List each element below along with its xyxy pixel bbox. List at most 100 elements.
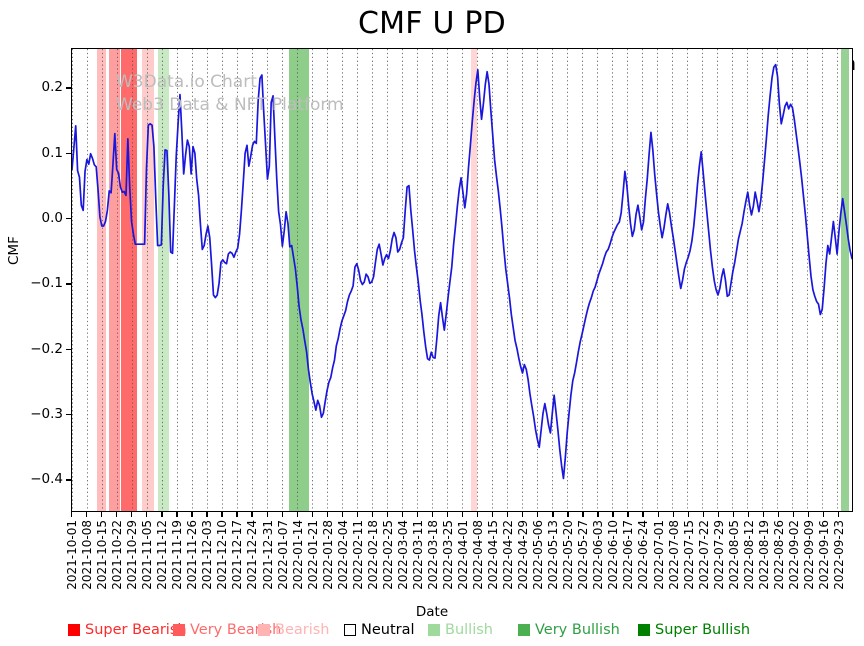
y-tick-label: −0.1	[30, 275, 63, 292]
y-tick-mark	[66, 479, 71, 481]
x-tick-label: 2022-01-14	[290, 520, 305, 590]
x-tick-label: 2022-03-04	[395, 520, 410, 590]
x-tick-label: 2022-04-29	[516, 520, 531, 590]
x-tick-mark	[612, 512, 614, 517]
x-tick-mark	[146, 512, 148, 517]
x-tick-label: 2022-07-01	[651, 520, 666, 590]
x-tick-label: 2021-12-24	[245, 520, 260, 590]
x-tick-label: 2022-03-11	[410, 520, 425, 590]
cmf-line-chart	[72, 49, 852, 511]
x-tick-mark	[567, 512, 569, 517]
y-tick-label: 0.0	[41, 209, 63, 226]
y-axis-label: CMF	[6, 236, 22, 265]
x-tick-mark	[807, 512, 810, 517]
x-tick-mark	[552, 512, 554, 517]
x-tick-mark	[176, 512, 178, 517]
legend-swatch	[258, 624, 270, 636]
x-tick-label: 2022-05-20	[561, 520, 576, 590]
x-tick-mark	[642, 512, 644, 517]
x-tick-mark	[732, 512, 734, 517]
x-tick-mark	[837, 512, 840, 517]
legend-label: Bullish	[445, 622, 493, 638]
x-tick-mark	[717, 512, 719, 517]
x-tick-label: 2022-08-05	[726, 520, 741, 590]
x-tick-mark	[71, 512, 73, 517]
x-tick-mark	[777, 512, 780, 517]
x-tick-label: 2022-07-15	[681, 520, 696, 590]
plot-area[interactable]: W3Data.io Chart Web3 Data & NFT Platform	[71, 48, 853, 512]
y-tick-label: 0.1	[41, 144, 63, 161]
x-tick-label: 2022-07-08	[666, 520, 681, 590]
x-tick-label: 2021-12-17	[230, 520, 245, 590]
x-tick-mark	[116, 512, 118, 517]
chart-title: CMF U PD	[358, 6, 506, 41]
x-tick-mark	[386, 512, 389, 517]
x-tick-label: 2022-05-06	[531, 520, 546, 590]
legend-swatch	[173, 624, 185, 636]
x-tick-label: 2022-06-24	[636, 520, 651, 590]
condition-band	[157, 49, 169, 511]
x-tick-label: 2022-03-18	[425, 520, 440, 590]
condition-band	[841, 49, 849, 511]
legend-swatch	[638, 624, 650, 636]
legend-label: Very Bullish	[535, 622, 620, 638]
legend-swatch	[344, 624, 356, 636]
legend-swatch	[518, 624, 530, 636]
x-tick-label: 2022-02-25	[380, 520, 395, 590]
x-tick-mark	[296, 512, 298, 517]
legend-item[interactable]: Neutral	[344, 618, 415, 642]
y-tick-label: −0.3	[30, 405, 63, 422]
legend-item[interactable]: Bearish	[258, 618, 330, 642]
x-tick-label: 2022-07-29	[711, 520, 726, 590]
y-tick-mark	[66, 283, 71, 285]
x-tick-label: 2021-10-01	[65, 520, 79, 590]
x-tick-label: 2022-02-18	[365, 520, 380, 590]
x-tick-label: 2021-11-26	[185, 520, 200, 590]
x-tick-mark	[627, 512, 629, 517]
legend-label: Neutral	[361, 622, 415, 638]
x-tick-mark	[446, 512, 449, 517]
gridlines	[72, 49, 838, 511]
y-tick-label: 0.2	[41, 79, 63, 96]
x-tick-label: 2021-10-29	[125, 520, 140, 590]
x-tick-mark	[762, 512, 765, 517]
x-tick-label: 2022-06-03	[591, 520, 606, 590]
x-tick-mark	[597, 512, 599, 517]
x-tick-mark	[582, 512, 584, 517]
condition-band	[142, 49, 154, 511]
x-tick-mark	[792, 512, 795, 517]
x-tick-label: 2022-08-26	[771, 520, 786, 590]
x-tick-label: 2021-12-31	[260, 520, 275, 590]
x-tick-mark	[131, 512, 133, 517]
legend-item[interactable]: Super Bullish	[638, 618, 750, 642]
x-tick-mark	[326, 512, 328, 517]
x-tick-mark	[492, 512, 494, 517]
legend-label: Super Bullish	[655, 622, 751, 638]
x-tick-mark	[401, 512, 404, 517]
x-tick-label: 2022-01-28	[320, 520, 335, 590]
legend-item[interactable]: Very Bullish	[518, 618, 620, 642]
x-tick-label: 2021-11-12	[155, 520, 170, 590]
x-tick-mark	[266, 512, 268, 517]
x-tick-label: 2021-11-19	[170, 520, 185, 590]
x-tick-label: 2022-05-27	[576, 520, 591, 590]
x-tick-label: 2022-07-22	[696, 520, 711, 590]
x-tick-mark	[371, 512, 374, 517]
legend-label: Bearish	[275, 622, 330, 638]
x-tick-label: 2022-09-09	[801, 520, 816, 590]
x-tick-label: 2021-12-10	[215, 520, 230, 590]
x-tick-label: 2021-12-03	[200, 520, 215, 590]
x-tick-mark	[431, 512, 434, 517]
x-tick-mark	[657, 512, 659, 517]
x-tick-mark	[281, 512, 283, 517]
x-tick-mark	[537, 512, 539, 517]
cmf-series-line	[72, 63, 852, 480]
y-tick-mark	[66, 217, 71, 220]
x-tick-label: 2022-09-02	[786, 520, 801, 590]
x-tick-label: 2022-06-17	[621, 520, 636, 590]
legend-item[interactable]: Bullish	[428, 618, 493, 642]
x-tick-mark	[191, 512, 193, 517]
legend-item[interactable]: Super Bearish	[68, 618, 187, 642]
x-tick-mark	[356, 512, 359, 517]
condition-band	[471, 49, 477, 511]
